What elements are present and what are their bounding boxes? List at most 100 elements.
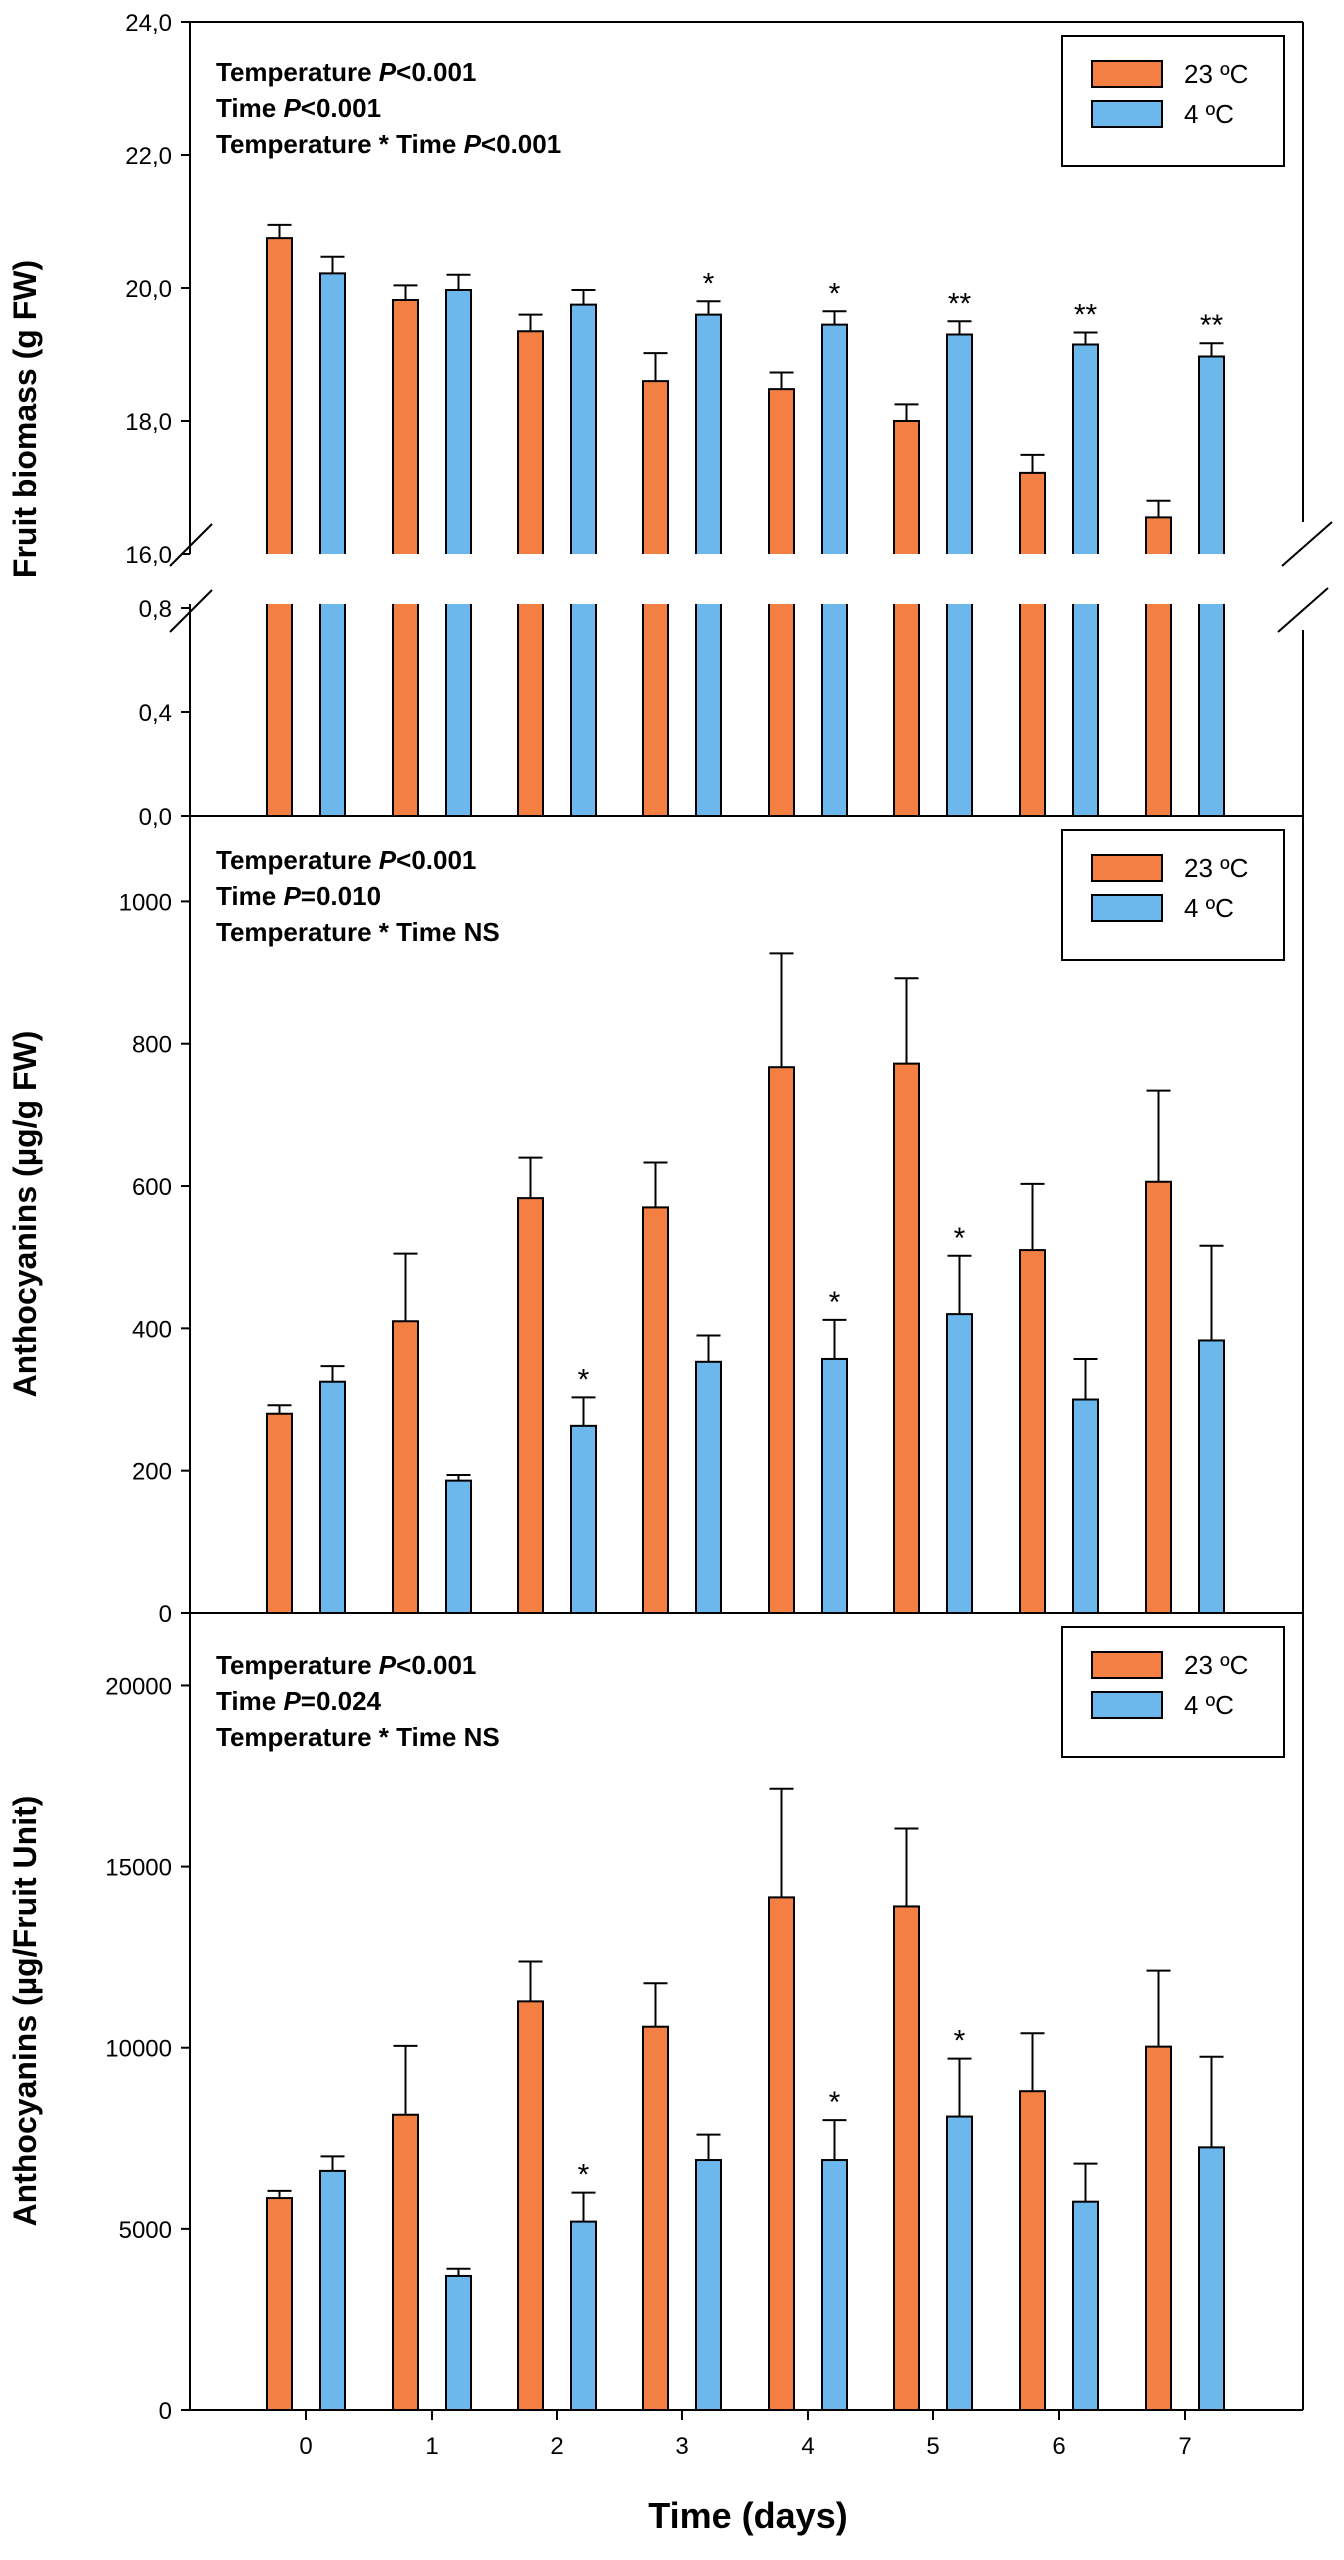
y-tick-label: 15000 — [105, 1855, 172, 1882]
bar-4c-day7 — [1198, 1339, 1225, 1614]
bar-4c-day1-lower — [446, 604, 471, 816]
x-tick-label: 6 — [1052, 2433, 1065, 2460]
stats-line: Temperature P<0.001 — [216, 845, 476, 875]
y-tick-label: 0,4 — [139, 700, 172, 727]
significance-marker: ** — [948, 287, 972, 320]
x-tick-label: 1 — [425, 2433, 438, 2460]
stats-line: Temperature * Time P<0.001 — [216, 129, 561, 159]
bar-23c-day1 — [392, 1320, 419, 1615]
bar-4c-day2-upper — [571, 304, 596, 554]
significance-marker: * — [829, 1286, 841, 1319]
panel-2: 1000 800 600 400 200 0 Anthocyanins (µg/g FW) *… — [7, 815, 1304, 1628]
bar-4c-day7-upper — [1199, 356, 1224, 554]
bar-4c-day5 — [946, 1313, 973, 1614]
bar-4c-day3 — [695, 1360, 722, 1615]
stats-text: Temperature — [216, 57, 379, 87]
bar-4c-day5-upper — [947, 334, 972, 554]
bar-outline — [893, 604, 920, 816]
bar-23c-day7 — [1145, 2045, 1172, 2412]
stats-p-symbol: P — [283, 1686, 301, 1716]
legend-swatch-23c — [1091, 854, 1163, 882]
y-tick-label: 0 — [159, 1601, 172, 1628]
bar-23c-day1 — [392, 2113, 419, 2412]
bar-outline — [1198, 604, 1225, 816]
stats-p-symbol: P — [379, 845, 397, 875]
y-tick-label: 24,0 — [125, 10, 172, 37]
bar-23c-day2-upper — [518, 331, 543, 554]
bar-4c-day4 — [821, 2159, 848, 2411]
bar-outline — [642, 604, 669, 816]
y-tick-label: 0,0 — [139, 804, 172, 831]
stats-value: =0.024 — [301, 1686, 382, 1716]
y-tick-label: 5000 — [119, 2217, 172, 2244]
bar-4c-day6-upper — [1073, 344, 1098, 554]
bar-outline — [570, 604, 597, 816]
legend-label-4c: 4 ºC — [1184, 99, 1234, 129]
bar-outline — [445, 604, 472, 816]
legend: 23 ºC 4 ºC — [1061, 35, 1285, 167]
y-tick-label: 600 — [132, 1174, 172, 1201]
bar-23c-day6 — [1019, 1249, 1046, 1614]
stats-text: Temperature — [216, 845, 379, 875]
significance-marker: ** — [1074, 299, 1098, 332]
bar-4c-day0 — [319, 2169, 346, 2411]
bar-23c-day0-lower — [267, 604, 292, 816]
stats-line: Temperature * Time NS — [216, 1722, 500, 1752]
legend-label-23c: 23 ºC — [1184, 59, 1248, 89]
stats-text: Time — [216, 93, 283, 123]
stats-text: Temperature * Time NS — [216, 1722, 500, 1752]
significance-marker: * — [578, 1363, 590, 1396]
stats-text: Time — [216, 881, 283, 911]
bar-23c-day3-upper — [643, 381, 668, 554]
axis-break-mark-left-2 — [169, 589, 213, 633]
legend: 23 ºC 4 ºC — [1061, 829, 1285, 961]
stats-value: <0.001 — [396, 57, 476, 87]
y-tick-label: 0 — [159, 2398, 172, 2425]
bar-4c-day3-upper — [696, 314, 721, 554]
legend-swatch-4c — [1091, 1691, 1163, 1719]
y-axis-label: Anthocyanins (µg/Fruit Unit) — [7, 1796, 43, 2227]
bar-outline — [517, 604, 544, 816]
y-tick-label: 0,8 — [139, 596, 172, 623]
bar-outline — [695, 604, 722, 816]
bar-4c-day0-lower — [320, 604, 345, 816]
bar-23c-day1-upper — [393, 299, 418, 554]
bar-23c-day0-upper — [267, 238, 292, 554]
bar-23c-day7 — [1145, 1180, 1172, 1615]
bar-4c-day0 — [319, 1380, 346, 1614]
stats-value: <0.001 — [481, 129, 561, 159]
significance-marker: * — [703, 267, 715, 300]
bar-4c-day3 — [695, 2159, 722, 2411]
significance-marker: * — [829, 277, 841, 310]
stats-line: Time P=0.024 — [216, 1686, 382, 1716]
significance-marker: * — [829, 2086, 841, 2119]
bar-4c-day6-lower — [1073, 604, 1098, 816]
y-tick-label: 800 — [132, 1032, 172, 1059]
bar-23c-day7-upper — [1146, 517, 1171, 554]
bar-outline — [392, 604, 419, 816]
x-tick-label: 0 — [299, 2433, 312, 2460]
bar-4c-day4-lower — [822, 604, 847, 816]
bar-outline — [266, 604, 293, 816]
bar-4c-day3-lower — [696, 604, 721, 816]
x-tick-label: 7 — [1178, 2433, 1191, 2460]
stats-p-symbol: P — [379, 1650, 397, 1680]
significance-marker: * — [578, 2159, 590, 2192]
x-tick-label: 5 — [926, 2433, 939, 2460]
significance-marker: ** — [1200, 309, 1224, 342]
bar-4c-day1 — [445, 1479, 472, 1615]
bar-outline — [319, 604, 346, 816]
stats-value: <0.001 — [396, 1650, 476, 1680]
legend-label-23c: 23 ºC — [1184, 853, 1248, 883]
stats-line: Time P<0.001 — [216, 93, 381, 123]
bar-4c-day2 — [570, 1424, 597, 1614]
stats-p-symbol: P — [464, 129, 482, 159]
legend-label-4c: 4 ºC — [1184, 893, 1234, 923]
bar-23c-day6-lower — [1020, 604, 1045, 816]
bar-4c-day2-lower — [571, 604, 596, 816]
y-tick-label: 400 — [132, 1316, 172, 1343]
bar-23c-day7-lower — [1146, 604, 1171, 816]
bar-outline — [768, 604, 795, 816]
stats-line: Temperature * Time NS — [216, 917, 500, 947]
legend-label-23c: 23 ºC — [1184, 1650, 1248, 1680]
